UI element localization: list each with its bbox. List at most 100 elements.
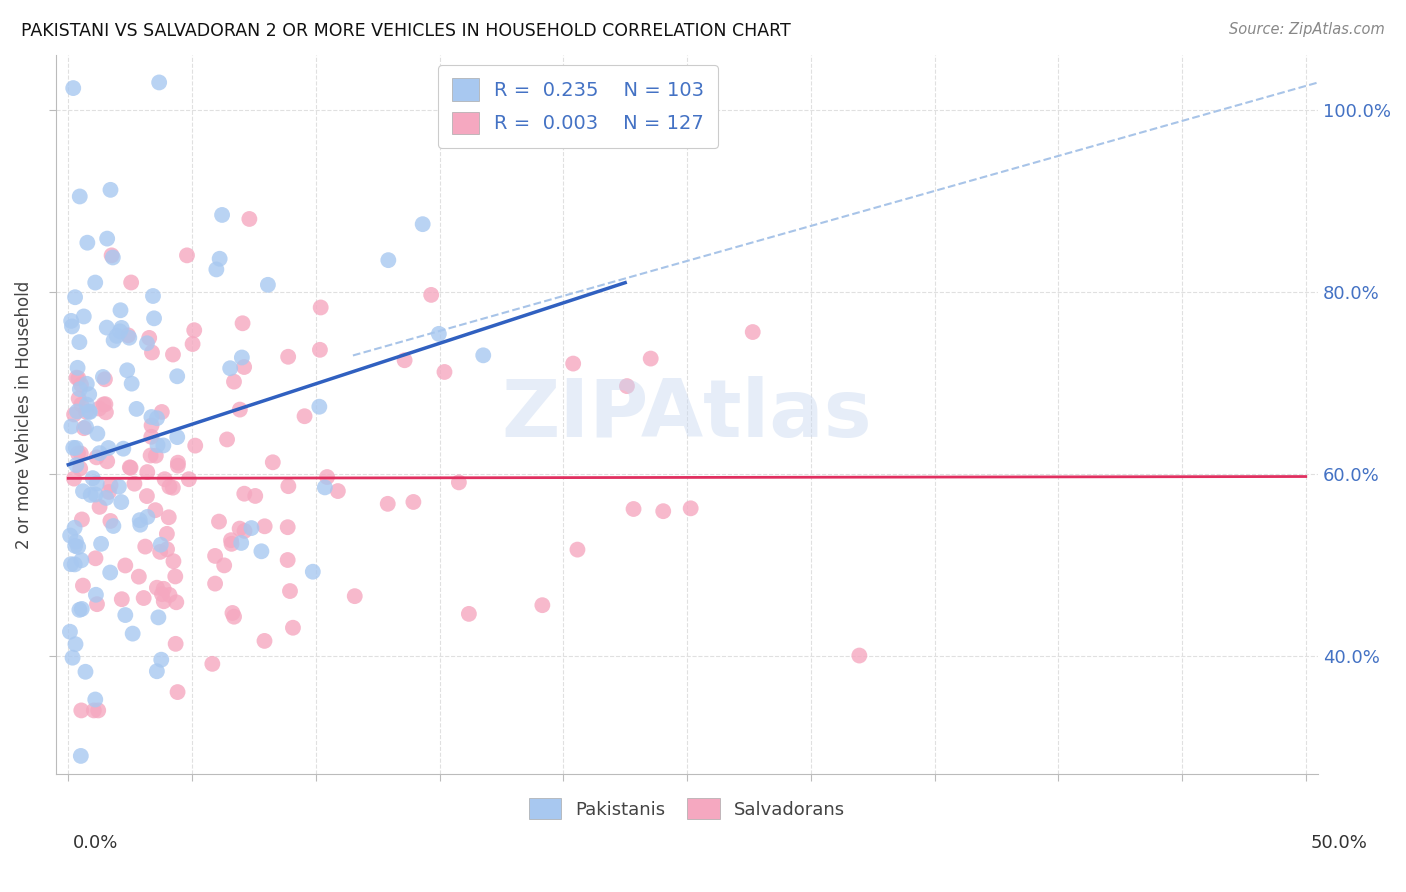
Point	[277, 350, 299, 364]
Point	[128, 569, 150, 583]
Point	[219, 361, 242, 376]
Point	[253, 633, 276, 648]
Point	[136, 336, 159, 351]
Point	[136, 509, 159, 524]
Point	[222, 609, 245, 624]
Point	[120, 460, 142, 475]
Point	[76, 235, 98, 250]
Point	[165, 637, 187, 651]
Point	[141, 410, 163, 425]
Point	[70, 377, 93, 392]
Point	[138, 331, 160, 345]
Point	[159, 588, 181, 602]
Point	[96, 232, 118, 246]
Point	[115, 363, 138, 377]
Point	[309, 343, 332, 357]
Point	[377, 253, 399, 268]
Point	[89, 446, 111, 460]
Point	[86, 450, 108, 465]
Point	[110, 321, 132, 335]
Point	[343, 589, 366, 603]
Point	[89, 500, 111, 514]
Point	[262, 455, 284, 469]
Point	[316, 470, 339, 484]
Point	[159, 480, 181, 494]
Point	[433, 365, 456, 379]
Point	[90, 537, 112, 551]
Point	[150, 653, 173, 667]
Point	[65, 637, 87, 651]
Point	[150, 587, 173, 601]
Point	[129, 517, 152, 532]
Point	[294, 409, 316, 424]
Point	[72, 484, 94, 499]
Point	[278, 584, 301, 599]
Point	[141, 430, 163, 444]
Point	[623, 502, 645, 516]
Point	[208, 515, 231, 529]
Point	[97, 484, 120, 499]
Point	[76, 398, 98, 412]
Point	[114, 608, 136, 623]
Point	[70, 703, 93, 717]
Point	[146, 581, 169, 595]
Point	[142, 289, 165, 303]
Point	[75, 665, 97, 679]
Point	[301, 565, 323, 579]
Point	[184, 439, 207, 453]
Point	[132, 591, 155, 605]
Point	[97, 441, 120, 455]
Point	[108, 480, 131, 494]
Point	[201, 657, 224, 671]
Point	[79, 405, 101, 419]
Point	[93, 397, 115, 411]
Point	[103, 334, 125, 348]
Point	[176, 248, 198, 262]
Point	[146, 665, 169, 679]
Point	[100, 514, 122, 528]
Point	[101, 251, 124, 265]
Text: 0.0%: 0.0%	[73, 834, 118, 852]
Point	[69, 446, 91, 460]
Point	[640, 351, 662, 366]
Point	[447, 475, 470, 490]
Point	[96, 454, 118, 468]
Point	[281, 621, 304, 635]
Point	[70, 602, 93, 616]
Point	[75, 405, 97, 419]
Point	[152, 594, 174, 608]
Point	[105, 329, 128, 343]
Point	[73, 310, 96, 324]
Point	[204, 549, 226, 563]
Point	[148, 75, 170, 89]
Point	[153, 472, 176, 486]
Point	[427, 326, 450, 341]
Point	[118, 331, 141, 345]
Point	[567, 542, 589, 557]
Text: 50.0%: 50.0%	[1310, 834, 1367, 852]
Point	[231, 351, 253, 365]
Point	[69, 461, 91, 475]
Point	[146, 411, 169, 425]
Point	[183, 323, 205, 337]
Point	[135, 489, 157, 503]
Point	[166, 430, 188, 444]
Point	[141, 345, 163, 359]
Point	[205, 262, 228, 277]
Text: ZIPAtlas: ZIPAtlas	[502, 376, 872, 454]
Y-axis label: 2 or more Vehicles in Household: 2 or more Vehicles in Household	[15, 280, 32, 549]
Point	[309, 301, 332, 315]
Point	[62, 441, 84, 455]
Point	[166, 458, 188, 473]
Point	[117, 328, 139, 343]
Point	[67, 392, 90, 406]
Point	[120, 276, 142, 290]
Point	[62, 81, 84, 95]
Point	[472, 348, 495, 362]
Point	[221, 606, 243, 620]
Point	[70, 512, 93, 526]
Point	[277, 553, 299, 567]
Point	[162, 554, 184, 568]
Point	[86, 476, 108, 491]
Point	[100, 478, 122, 492]
